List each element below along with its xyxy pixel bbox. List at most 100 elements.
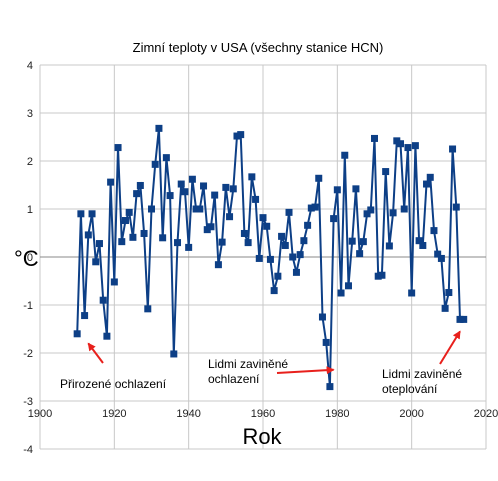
data-point xyxy=(240,229,248,237)
data-point xyxy=(445,289,453,297)
data-point xyxy=(121,217,129,225)
data-point xyxy=(307,204,315,212)
data-point xyxy=(374,272,382,280)
data-point xyxy=(404,144,412,152)
data-point xyxy=(344,282,352,290)
data-point xyxy=(170,350,178,358)
data-point xyxy=(255,254,263,262)
data-point xyxy=(337,289,345,297)
data-point xyxy=(207,223,215,231)
data-point xyxy=(389,209,397,217)
data-point xyxy=(385,242,393,250)
data-point xyxy=(441,304,449,312)
data-point xyxy=(114,144,122,152)
data-point xyxy=(133,190,141,198)
data-point xyxy=(107,178,115,186)
data-point xyxy=(292,268,300,276)
data-point xyxy=(140,229,148,237)
x-tick-label: 2000 xyxy=(399,408,423,420)
data-point xyxy=(110,278,118,286)
data-point xyxy=(452,203,460,211)
data-point xyxy=(214,261,222,269)
data-point xyxy=(300,237,308,245)
data-point xyxy=(77,210,85,218)
data-point xyxy=(174,239,182,247)
data-point xyxy=(73,330,81,338)
data-point xyxy=(449,145,457,153)
data-point xyxy=(333,186,341,194)
y-tick-label: -2 xyxy=(23,348,33,360)
annotation-arrow xyxy=(87,342,104,364)
data-point xyxy=(367,206,375,214)
data-point xyxy=(330,215,338,223)
data-point xyxy=(408,289,416,297)
data-point xyxy=(203,226,211,234)
data-point xyxy=(233,132,241,140)
data-point xyxy=(400,205,408,213)
data-point xyxy=(411,142,419,150)
data-point xyxy=(218,238,226,246)
data-point xyxy=(237,131,245,139)
data-point xyxy=(304,221,312,229)
x-axis-label: Rok xyxy=(242,424,282,449)
data-point xyxy=(352,185,360,193)
data-point xyxy=(456,315,464,323)
data-point xyxy=(177,180,185,188)
grid xyxy=(39,64,487,450)
data-point xyxy=(185,243,193,251)
data-point xyxy=(95,240,103,248)
data-point xyxy=(226,213,234,221)
data-point xyxy=(144,305,152,313)
data-point xyxy=(419,241,427,249)
data-point xyxy=(322,338,330,346)
data-point xyxy=(281,241,289,249)
data-point xyxy=(252,195,260,203)
y-axis-label: °C xyxy=(14,246,39,271)
data-point xyxy=(181,188,189,196)
data-point xyxy=(311,203,319,211)
x-tick-label: 1920 xyxy=(102,408,126,420)
data-point xyxy=(196,205,204,213)
data-point xyxy=(296,251,304,259)
data-point xyxy=(103,332,111,340)
data-point xyxy=(326,383,334,391)
data-point xyxy=(434,250,442,258)
data-point xyxy=(192,205,200,213)
data-point xyxy=(371,134,378,142)
annotations: Přirozené ochlazení Lidmi zaviněné ochlaze… xyxy=(60,330,462,396)
data-point xyxy=(211,191,219,199)
y-tick-label: -4 xyxy=(23,444,33,456)
y-tick-label: 0 xyxy=(27,252,33,264)
x-tick-label: 1960 xyxy=(251,408,275,420)
data-point xyxy=(415,237,423,245)
axis-ticks: -4 -3 -2 -1 0 1 2 3 4 1900 1920 1940 1960 1980 2000 202… xyxy=(23,60,498,456)
data-point xyxy=(460,315,468,323)
data-point xyxy=(151,160,159,168)
data-point xyxy=(125,208,133,216)
data-point xyxy=(222,183,230,191)
data-point xyxy=(363,210,371,218)
data-point xyxy=(430,227,438,235)
y-tick-label: 1 xyxy=(27,204,33,216)
data-point xyxy=(263,222,271,230)
data-point xyxy=(348,237,356,245)
x-tick-label: 1980 xyxy=(325,408,349,420)
data-point xyxy=(129,233,137,241)
data-point xyxy=(359,238,367,246)
data-point xyxy=(278,232,286,240)
data-point xyxy=(155,124,163,132)
data-point xyxy=(248,173,256,181)
data-point xyxy=(188,175,196,183)
data-point xyxy=(397,140,405,148)
data-point xyxy=(92,258,100,266)
annotation-label: Přirozené ochlazení xyxy=(60,377,167,391)
x-tick-label: 2020 xyxy=(474,408,498,420)
y-tick-label: 4 xyxy=(27,60,33,72)
annotation-arrow xyxy=(276,366,335,375)
data-point xyxy=(166,192,174,200)
data-point xyxy=(315,174,323,182)
data-point xyxy=(148,205,155,213)
data-point xyxy=(437,254,445,262)
data-point xyxy=(266,255,274,263)
